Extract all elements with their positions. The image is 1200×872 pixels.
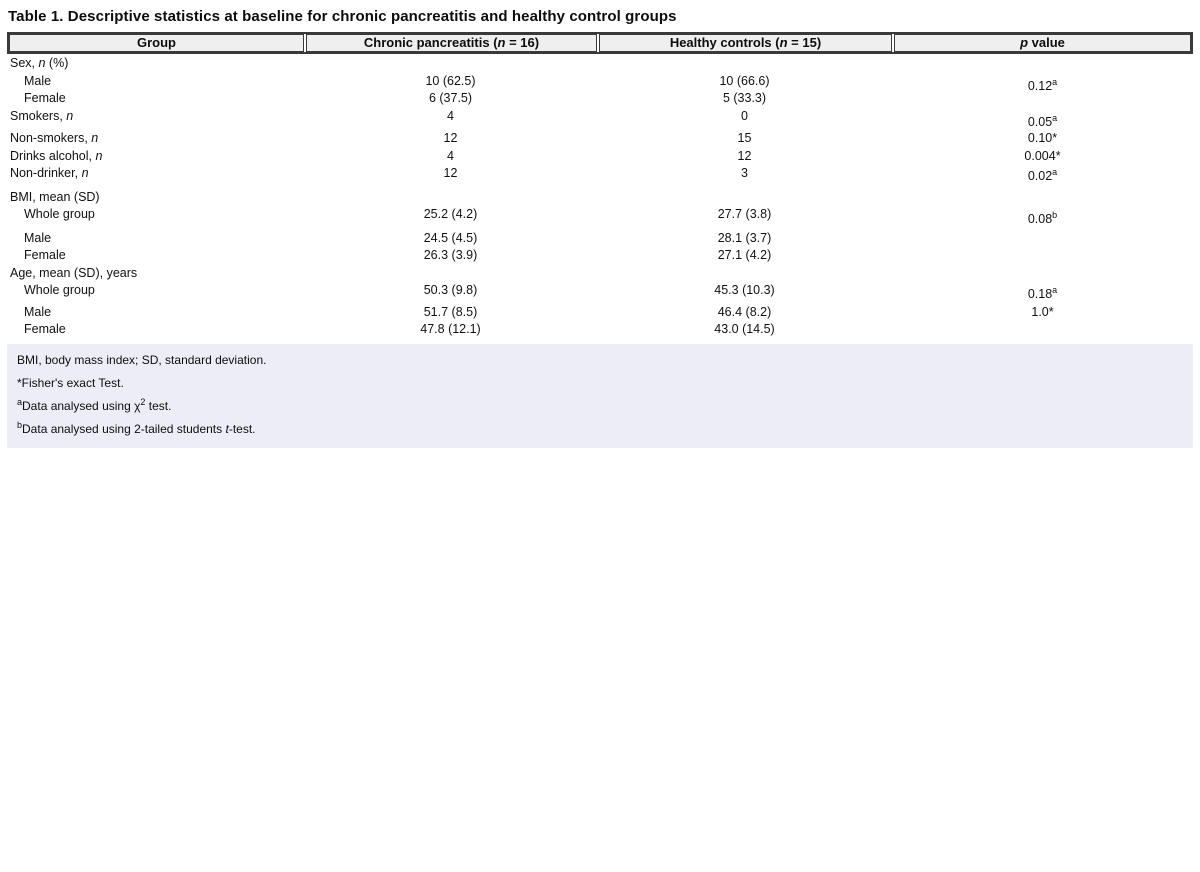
row-label: Male: [24, 304, 52, 319]
p-value: [892, 55, 1193, 73]
table-row-non-drinker: Non-drinker, n 12 3 0.02a: [7, 165, 1193, 183]
cp-value: 12: [443, 166, 458, 180]
table-row-sex: Sex, n (%): [7, 55, 1193, 73]
row-label: Female: [24, 91, 66, 105]
cp-value: 26.3 (3.9): [423, 248, 478, 262]
table-row-age-female: Female 47.8 (12.1) 43.0 (14.5): [7, 321, 1193, 339]
p-value: [892, 90, 1193, 108]
p-value: 0.10*: [1027, 131, 1058, 145]
hc-value: 43.0 (14.5): [714, 322, 775, 336]
table-row-bmi: BMI, mean (SD): [7, 189, 1193, 207]
table-row-sex-male: Male 10 (62.5) 10 (66.6) 0.12a: [7, 73, 1193, 93]
p-value: [892, 265, 1193, 283]
table-row-smokers: Smokers, n 4 0 0.05a: [7, 108, 1193, 129]
hc-value: 28.1 (3.7): [717, 230, 772, 245]
p-value: 0.02a: [1027, 166, 1058, 183]
row-label: Smokers, n: [10, 108, 74, 123]
table-header: Group Chronic pancreatitis (n = 16) Heal…: [7, 32, 1193, 54]
table-row-bmi-female: Female 26.3 (3.9) 27.1 (4.2): [7, 247, 1193, 265]
cp-value: 6 (37.5): [428, 91, 473, 105]
hc-value: [597, 55, 892, 73]
row-label: Whole group: [24, 207, 95, 221]
p-value: 0.004*: [1024, 148, 1061, 163]
cp-value: [304, 55, 597, 73]
hc-value: 3: [741, 166, 748, 180]
row-label: Drinks alcohol, n: [10, 148, 103, 163]
row-label: Non-drinker, n: [10, 166, 89, 180]
table-title: Table 1. Descriptive statistics at basel…: [8, 8, 677, 25]
hc-value: [597, 265, 892, 283]
row-label: Age, mean (SD), years: [10, 265, 138, 280]
cp-value: 4: [447, 148, 454, 163]
table-row-bmi-male: Male 24.5 (4.5) 28.1 (3.7): [7, 230, 1193, 248]
cp-value: 47.8 (12.1): [420, 322, 481, 336]
hc-value: 27.7 (3.8): [717, 207, 772, 221]
header-cell-healthy-controls: Healthy controls (n = 15): [599, 34, 892, 52]
p-value: [892, 189, 1193, 207]
row-label: Male: [24, 73, 52, 88]
row-label: Female: [24, 322, 66, 336]
footnote-t-test: bData analysed using 2-tailed students t…: [17, 419, 256, 436]
hc-value: 10 (66.6): [719, 73, 770, 88]
cp-value: 50.3 (9.8): [423, 283, 478, 297]
footnotes-block: BMI, body mass index; SD, standard devia…: [7, 343, 1193, 448]
cp-value: 12: [443, 131, 458, 145]
table-body: Sex, n (%) Male 10 (62.5) 10 (66.6) 0.12…: [7, 55, 1193, 339]
table-row-age: Age, mean (SD), years: [7, 265, 1193, 283]
p-value: 0.12a: [1027, 76, 1058, 93]
footnote-fishers-test: *Fisher's exact Test.: [17, 375, 124, 390]
hc-value: 0: [741, 108, 748, 123]
row-label: BMI, mean (SD): [10, 189, 100, 204]
p-value: 0.05a: [1027, 112, 1058, 129]
header-cell-group: Group: [9, 34, 304, 52]
table-row-drinks-alcohol: Drinks alcohol, n 4 12 0.004*: [7, 148, 1193, 166]
header-cell-chronic-pancreatitis: Chronic pancreatitis (n = 16): [306, 34, 597, 52]
cp-value: [304, 189, 597, 207]
footnote-abbreviations: BMI, body mass index; SD, standard devia…: [17, 352, 267, 367]
hc-value: 15: [737, 131, 752, 145]
p-value: [892, 230, 1193, 248]
hc-value: 12: [737, 148, 752, 163]
cp-value: 25.2 (4.2): [423, 207, 478, 221]
hc-value: 45.3 (10.3): [714, 283, 775, 297]
cp-value: 4: [447, 108, 454, 123]
p-value: 0.18a: [1027, 284, 1058, 301]
hc-value: 27.1 (4.2): [717, 248, 772, 262]
row-label: Female: [24, 248, 66, 262]
p-value: [892, 321, 1193, 339]
p-value: 0.08b: [1027, 209, 1058, 226]
row-label: Non-smokers, n: [10, 131, 99, 145]
table-row-non-smokers: Non-smokers, n 12 15 0.10*: [7, 130, 1193, 148]
row-label: Sex, n (%): [10, 56, 69, 70]
table-row-bmi-whole-group: Whole group 25.2 (4.2) 27.7 (3.8) 0.08b: [7, 206, 1193, 226]
cp-value: [304, 265, 597, 283]
p-value: [892, 247, 1193, 265]
cp-value: 51.7 (8.5): [423, 304, 478, 319]
p-value: 1.0*: [1031, 304, 1054, 319]
row-label: Male: [24, 230, 52, 245]
row-label: Whole group: [24, 283, 95, 297]
header-cell-p-value: p value: [894, 34, 1191, 52]
cp-value: 24.5 (4.5): [423, 230, 478, 245]
footnote-chi-square-test: aData analysed using χ2 test.: [17, 396, 172, 413]
hc-value: [597, 189, 892, 207]
hc-value: 5 (33.3): [722, 91, 767, 105]
table-row-sex-female: Female 6 (37.5) 5 (33.3): [7, 90, 1193, 108]
table-row-age-male: Male 51.7 (8.5) 46.4 (8.2) 1.0*: [7, 304, 1193, 322]
hc-value: 46.4 (8.2): [717, 304, 772, 319]
table-row-age-whole-group: Whole group 50.3 (9.8) 45.3 (10.3) 0.18a: [7, 282, 1193, 301]
cp-value: 10 (62.5): [425, 73, 476, 88]
